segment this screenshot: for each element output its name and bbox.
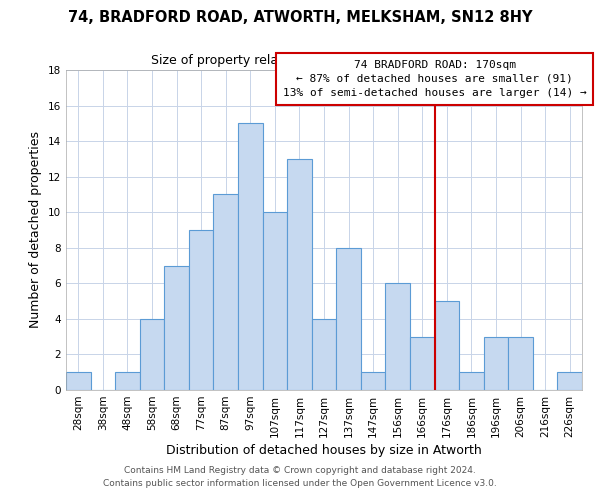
Bar xyxy=(164,266,189,390)
Bar xyxy=(287,159,312,390)
Bar xyxy=(459,372,484,390)
Bar xyxy=(361,372,385,390)
Bar xyxy=(336,248,361,390)
Bar xyxy=(214,194,238,390)
Bar xyxy=(557,372,582,390)
X-axis label: Distribution of detached houses by size in Atworth: Distribution of detached houses by size … xyxy=(166,444,482,457)
Bar xyxy=(434,301,459,390)
Bar xyxy=(484,336,508,390)
Bar xyxy=(238,124,263,390)
Bar xyxy=(140,319,164,390)
Bar xyxy=(66,372,91,390)
Title: Size of property relative to detached houses in Atworth: Size of property relative to detached ho… xyxy=(151,54,497,68)
Text: 74, BRADFORD ROAD, ATWORTH, MELKSHAM, SN12 8HY: 74, BRADFORD ROAD, ATWORTH, MELKSHAM, SN… xyxy=(68,10,532,25)
Bar xyxy=(189,230,214,390)
Bar xyxy=(312,319,336,390)
Y-axis label: Number of detached properties: Number of detached properties xyxy=(29,132,43,328)
Text: 74 BRADFORD ROAD: 170sqm
← 87% of detached houses are smaller (91)
13% of semi-d: 74 BRADFORD ROAD: 170sqm ← 87% of detach… xyxy=(283,60,586,98)
Bar xyxy=(115,372,140,390)
Text: Contains HM Land Registry data © Crown copyright and database right 2024.
Contai: Contains HM Land Registry data © Crown c… xyxy=(103,466,497,487)
Bar xyxy=(508,336,533,390)
Bar xyxy=(385,284,410,390)
Bar xyxy=(410,336,434,390)
Bar xyxy=(263,212,287,390)
